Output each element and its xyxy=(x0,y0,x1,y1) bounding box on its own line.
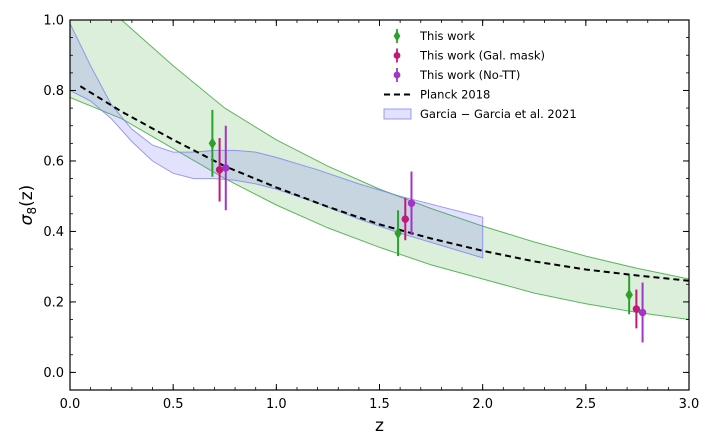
circle-marker xyxy=(393,71,401,79)
circle-marker xyxy=(407,199,416,207)
x-tick-label: 2.5 xyxy=(575,397,596,412)
y-tick-label: 0.6 xyxy=(43,154,64,169)
legend-entry-4: Garcia − Garcia et al. 2021 xyxy=(383,107,577,121)
x-tick-label: 1.5 xyxy=(369,397,390,412)
legend-entry-3: Planck 2018 xyxy=(384,88,490,102)
x-tick-label: 3.0 xyxy=(679,397,700,412)
y-axis-label: σ8(z) xyxy=(17,185,39,226)
diamond-marker xyxy=(208,137,217,150)
circle-marker xyxy=(215,166,224,174)
legend-label: Garcia − Garcia et al. 2021 xyxy=(420,107,577,121)
diamond-marker xyxy=(393,30,401,42)
circle-marker xyxy=(393,52,401,59)
circle-marker xyxy=(222,164,230,172)
circle-marker xyxy=(638,308,647,317)
legend-entry-2: This work (No-TT) xyxy=(393,68,520,82)
y-axis-label-arg: (z) xyxy=(17,185,37,207)
y-tick-label: 0.0 xyxy=(43,366,64,381)
y-axis-label-sub: 8 xyxy=(25,207,39,215)
legend-label: This work (No-TT) xyxy=(419,68,520,82)
data-point-1-2 xyxy=(632,289,641,329)
data-point-0-1 xyxy=(394,210,402,257)
circle-marker xyxy=(401,215,410,223)
data-point-2-0 xyxy=(222,125,230,211)
x-tick-label: 0.0 xyxy=(60,397,81,412)
planck-2018-line xyxy=(79,85,689,282)
ticks-layer: 0.0 0.5 1.0 1.5 2.0 2.5 3.0 0.0 0.2 0.4 0.6 0.8 1.0 xyxy=(43,14,699,413)
points-layer xyxy=(208,109,647,343)
diamond-marker xyxy=(394,227,402,240)
data-point-1-0 xyxy=(215,138,224,202)
diamond-marker xyxy=(625,288,633,301)
legend-label: Planck 2018 xyxy=(420,88,490,102)
y-tick-label: 0.4 xyxy=(43,225,64,240)
y-tick-label: 0.2 xyxy=(43,295,64,310)
bands-layer xyxy=(70,20,689,321)
legend: This work This work (Gal. mask) This work … xyxy=(383,29,577,121)
y-axis-label-main: σ xyxy=(17,213,37,225)
legend-label: This work xyxy=(419,29,475,43)
band-1 xyxy=(70,23,484,259)
data-point-1-1 xyxy=(401,197,410,241)
data-point-0-0 xyxy=(208,109,217,177)
data-point-2-2 xyxy=(638,282,647,343)
y-tick-label: 1.0 xyxy=(43,14,64,29)
x-tick-label: 0.5 xyxy=(163,397,184,412)
circle-marker xyxy=(632,305,641,313)
y-tick-label: 0.8 xyxy=(43,84,64,99)
x-tick-label: 1.0 xyxy=(266,397,287,412)
x-tick-label: 2.0 xyxy=(472,397,493,412)
x-axis-label: z xyxy=(375,416,384,436)
legend-entry-0: This work xyxy=(393,29,475,43)
lines-layer xyxy=(79,85,689,282)
legend-band-swatch xyxy=(383,108,412,120)
band-0 xyxy=(70,20,689,321)
data-point-2-1 xyxy=(407,171,416,235)
legend-entry-1: This work (Gal. mask) xyxy=(393,48,545,63)
legend-label: This work (Gal. mask) xyxy=(419,49,545,63)
data-point-0-2 xyxy=(625,275,633,315)
